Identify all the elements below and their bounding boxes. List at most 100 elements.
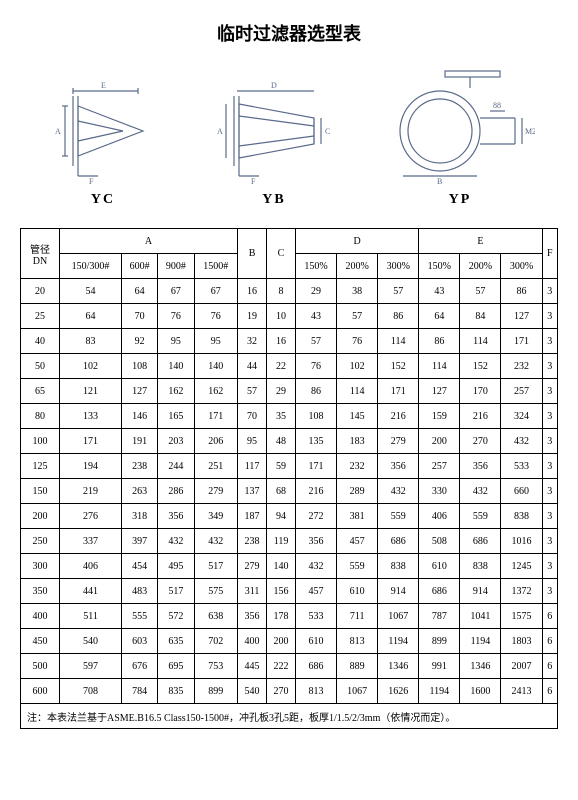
- yb-label: YB: [209, 192, 339, 208]
- cell-a1: 276: [60, 504, 122, 529]
- cell-d1: 135: [296, 429, 337, 454]
- th-c: C: [267, 229, 296, 279]
- cell-c: 200: [267, 629, 296, 654]
- cell-b: 95: [238, 429, 267, 454]
- cell-a1: 171: [60, 429, 122, 454]
- cell-e3: 660: [501, 479, 542, 504]
- cell-a4: 67: [194, 279, 238, 304]
- cell-d2: 889: [337, 654, 378, 679]
- cell-d3: 152: [378, 354, 419, 379]
- cell-d3: 559: [378, 504, 419, 529]
- cell-f: 3: [542, 304, 557, 329]
- cell-d1: 43: [296, 304, 337, 329]
- cell-a3: 165: [158, 404, 194, 429]
- cell-d3: 86: [378, 304, 419, 329]
- th-a3: 900#: [158, 254, 194, 279]
- cell-d2: 559: [337, 554, 378, 579]
- cell-a3: 76: [158, 304, 194, 329]
- cell-e3: 838: [501, 504, 542, 529]
- cell-c: 16: [267, 329, 296, 354]
- diagram-yp: 88 M2 B YP: [385, 66, 535, 208]
- cell-c: 140: [267, 554, 296, 579]
- th-e: E: [419, 229, 542, 254]
- cell-f: 3: [542, 479, 557, 504]
- cell-d3: 1067: [378, 604, 419, 629]
- svg-text:F: F: [89, 177, 94, 186]
- cell-d3: 57: [378, 279, 419, 304]
- cell-e3: 257: [501, 379, 542, 404]
- table-row: 4505406036357024002006108131194899119418…: [21, 629, 558, 654]
- cell-e2: 432: [460, 479, 501, 504]
- cell-e3: 1016: [501, 529, 542, 554]
- cell-a3: 95: [158, 329, 194, 354]
- cell-a2: 555: [122, 604, 158, 629]
- cell-a2: 127: [122, 379, 158, 404]
- cell-a3: 695: [158, 654, 194, 679]
- cell-e2: 57: [460, 279, 501, 304]
- cell-d1: 108: [296, 404, 337, 429]
- th-e3: 300%: [501, 254, 542, 279]
- cell-d3: 432: [378, 479, 419, 504]
- cell-e3: 432: [501, 429, 542, 454]
- cell-a2: 70: [122, 304, 158, 329]
- th-a2: 600#: [122, 254, 158, 279]
- cell-a4: 95: [194, 329, 238, 354]
- cell-a4: 140: [194, 354, 238, 379]
- cell-e1: 508: [419, 529, 460, 554]
- svg-text:A: A: [217, 127, 223, 136]
- cell-a2: 483: [122, 579, 158, 604]
- footnote-cell: 注：本表法兰基于ASME.B16.5 Class150-1500#，冲孔板3孔5…: [21, 704, 558, 729]
- cell-f: 6: [542, 654, 557, 679]
- cell-e3: 1372: [501, 579, 542, 604]
- cell-e3: 232: [501, 354, 542, 379]
- cell-a1: 219: [60, 479, 122, 504]
- cell-b: 238: [238, 529, 267, 554]
- cell-c: 156: [267, 579, 296, 604]
- cell-dn: 600: [21, 679, 60, 704]
- cell-d1: 216: [296, 479, 337, 504]
- cell-b: 70: [238, 404, 267, 429]
- cell-dn: 25: [21, 304, 60, 329]
- cell-dn: 250: [21, 529, 60, 554]
- cell-e2: 356: [460, 454, 501, 479]
- table-row: 6007087848358995402708131067162611941600…: [21, 679, 558, 704]
- diagram-yb: D A C F YB: [209, 76, 339, 208]
- cell-e1: 1194: [419, 679, 460, 704]
- cell-dn: 150: [21, 479, 60, 504]
- header-row-1: 管径DN A B C D E F: [21, 229, 558, 254]
- cell-a4: 575: [194, 579, 238, 604]
- th-b: B: [238, 229, 267, 279]
- cell-c: 178: [267, 604, 296, 629]
- table-row: 5005976766957534452226868891346991134620…: [21, 654, 558, 679]
- cell-c: 48: [267, 429, 296, 454]
- cell-e2: 1600: [460, 679, 501, 704]
- svg-text:C: C: [325, 127, 330, 136]
- cell-e1: 43: [419, 279, 460, 304]
- cell-e2: 152: [460, 354, 501, 379]
- cell-b: 57: [238, 379, 267, 404]
- cell-d2: 76: [337, 329, 378, 354]
- cell-a4: 349: [194, 504, 238, 529]
- cell-a3: 432: [158, 529, 194, 554]
- cell-f: 6: [542, 629, 557, 654]
- cell-f: 3: [542, 329, 557, 354]
- cell-a1: 406: [60, 554, 122, 579]
- cell-a4: 753: [194, 654, 238, 679]
- cell-b: 356: [238, 604, 267, 629]
- cell-b: 400: [238, 629, 267, 654]
- cell-c: 68: [267, 479, 296, 504]
- th-dn: 管径DN: [21, 229, 60, 279]
- svg-text:M2: M2: [525, 127, 535, 136]
- cell-e2: 270: [460, 429, 501, 454]
- cell-e1: 330: [419, 479, 460, 504]
- cell-c: 59: [267, 454, 296, 479]
- cell-d3: 171: [378, 379, 419, 404]
- cell-e3: 86: [501, 279, 542, 304]
- cell-a1: 102: [60, 354, 122, 379]
- table-row: 3004064544955172791404325598386108381245…: [21, 554, 558, 579]
- cell-e1: 991: [419, 654, 460, 679]
- cell-d2: 38: [337, 279, 378, 304]
- cell-b: 311: [238, 579, 267, 604]
- th-d1: 150%: [296, 254, 337, 279]
- cell-dn: 300: [21, 554, 60, 579]
